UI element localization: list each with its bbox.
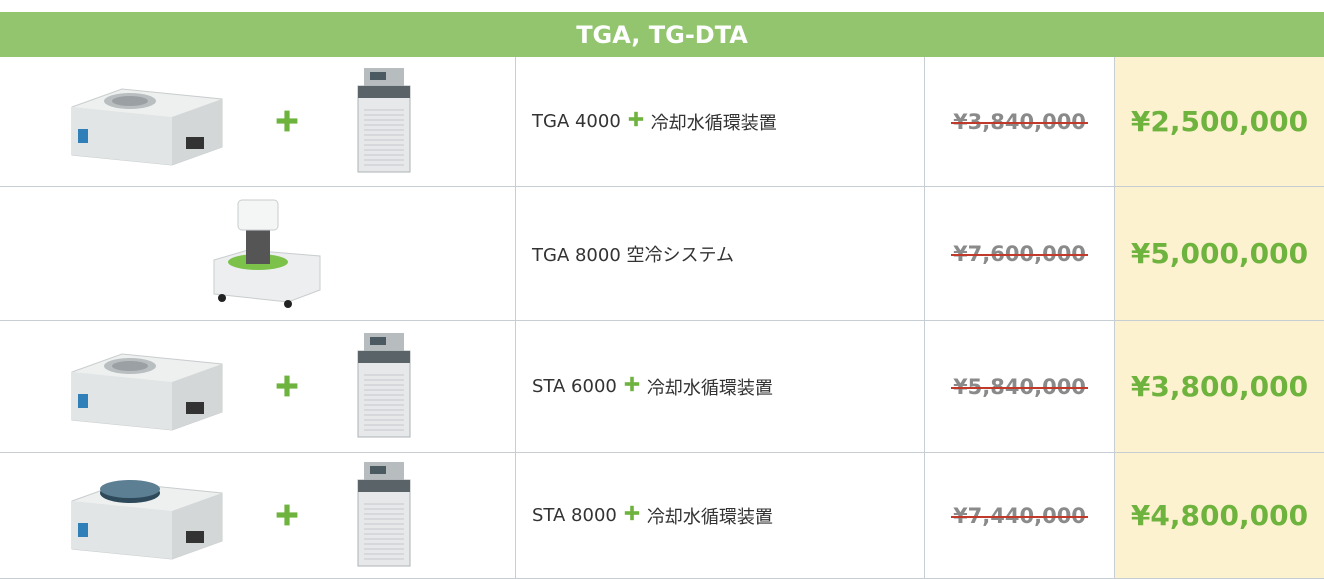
sale-price-cell: ¥2,500,000	[1115, 57, 1324, 186]
plus-icon-wrap	[623, 504, 641, 527]
table-row: STA 8000 冷却水循環装置 ¥7,440,000 ¥4,800,000	[0, 453, 1324, 579]
chiller-image	[357, 68, 411, 173]
table-header: TGA, TG-DTA	[0, 12, 1324, 57]
sale-price-cell: ¥4,800,000	[1115, 453, 1324, 578]
product-name-cell: STA 6000 冷却水循環装置	[516, 321, 925, 452]
list-price-cell: ¥5,840,000	[925, 321, 1115, 452]
plus-icon	[624, 505, 640, 521]
product-name: TGA 4000	[532, 111, 621, 132]
list-price: ¥7,440,000	[951, 503, 1088, 528]
plus-icon	[276, 504, 298, 526]
analyzer-image	[213, 199, 321, 308]
list-price-cell: ¥7,600,000	[925, 187, 1115, 320]
list-price-cell: ¥3,840,000	[925, 57, 1115, 186]
sale-price-cell: ¥3,800,000	[1115, 321, 1324, 452]
table-row: STA 6000 冷却水循環装置 ¥5,840,000 ¥3,800,000	[0, 321, 1324, 453]
image-cell	[0, 453, 516, 578]
product-name-cell: STA 8000 冷却水循環装置	[516, 453, 925, 578]
sale-price: ¥4,800,000	[1130, 499, 1309, 532]
product-name: STA 6000	[532, 376, 617, 397]
plus-icon-wrap	[627, 110, 645, 133]
plus-icon	[276, 375, 298, 397]
accessory-name: 冷却水循環装置	[650, 112, 777, 134]
analyzer-image	[71, 353, 223, 431]
plus-icon	[276, 110, 298, 132]
sale-price-cell: ¥5,000,000	[1115, 187, 1324, 320]
image-cell	[0, 321, 516, 452]
chiller-image	[357, 333, 411, 438]
product-name-cell: TGA 8000 空冷システム	[516, 187, 925, 320]
product-name: TGA 8000 空冷システム	[532, 244, 734, 266]
product-name: STA 8000	[532, 505, 617, 526]
image-cell	[0, 57, 516, 186]
sale-price: ¥2,500,000	[1130, 105, 1309, 138]
list-price: ¥3,840,000	[951, 109, 1088, 134]
analyzer-image	[71, 88, 223, 166]
list-price: ¥5,840,000	[951, 374, 1088, 399]
sale-price: ¥3,800,000	[1130, 370, 1309, 403]
chiller-image	[357, 462, 411, 567]
product-name-cell: TGA 4000 冷却水循環装置	[516, 57, 925, 186]
plus-icon	[628, 111, 643, 127]
table-row: TGA 8000 空冷システム ¥7,600,000 ¥5,000,000	[0, 187, 1324, 321]
analyzer-image	[71, 480, 223, 560]
table-row: TGA 4000 冷却水循環装置 ¥3,840,000 ¥2,500,000	[0, 57, 1324, 187]
image-cell	[0, 187, 516, 320]
sale-price: ¥5,000,000	[1130, 237, 1309, 270]
plus-icon	[624, 376, 640, 392]
accessory-name: 冷却水循環装置	[646, 377, 773, 399]
list-price: ¥7,600,000	[951, 241, 1088, 266]
accessory-name: 冷却水循環装置	[646, 506, 773, 528]
list-price-cell: ¥7,440,000	[925, 453, 1115, 578]
plus-icon-wrap	[623, 375, 641, 398]
